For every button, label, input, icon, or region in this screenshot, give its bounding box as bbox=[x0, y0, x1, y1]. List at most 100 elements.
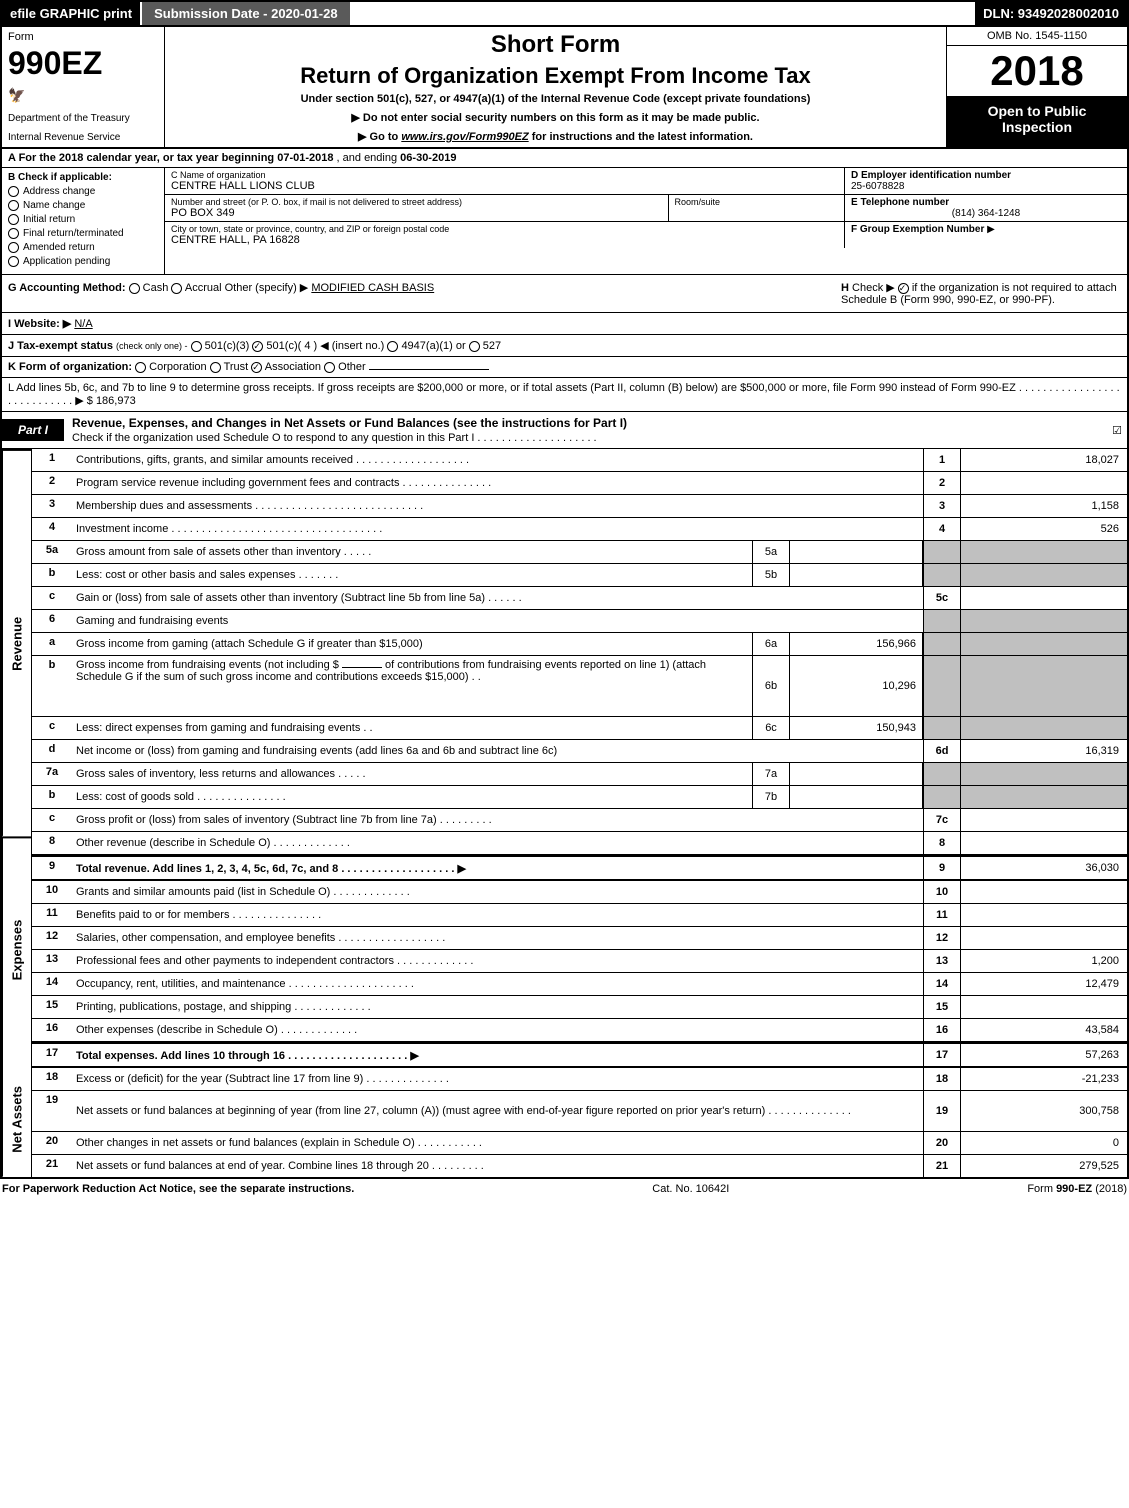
line-6b: b Gross income from fundraising events (… bbox=[32, 656, 1127, 717]
footer: For Paperwork Reduction Act Notice, see … bbox=[0, 1179, 1129, 1199]
line-6c-value: 150,943 bbox=[790, 717, 923, 739]
line-11: 11 Benefits paid to or for members . . .… bbox=[32, 904, 1127, 927]
part-1-checkbox[interactable]: ☑ bbox=[1107, 424, 1127, 437]
form-label: Form bbox=[8, 31, 158, 43]
line-4: 4 Investment income . . . . . . . . . . … bbox=[32, 518, 1127, 541]
chk-name-change[interactable]: Name change bbox=[8, 200, 158, 211]
tax-year: 2018 bbox=[947, 46, 1127, 97]
irs-label: Internal Revenue Service bbox=[8, 132, 158, 143]
chk-application-pending[interactable]: Application pending bbox=[8, 256, 158, 267]
line-7b: b Less: cost of goods sold . . . . . . .… bbox=[32, 786, 1127, 809]
g-label: G Accounting Method: bbox=[8, 282, 126, 294]
radio-corporation[interactable] bbox=[135, 362, 146, 373]
line-7a-value bbox=[790, 763, 923, 785]
phone-value: (814) 364-1248 bbox=[851, 208, 1121, 219]
other-org-input[interactable] bbox=[369, 369, 489, 370]
line-13-value: 1,200 bbox=[961, 950, 1127, 972]
line-6a: a Gross income from gaming (attach Sched… bbox=[32, 633, 1127, 656]
line-rows: 1 Contributions, gifts, grants, and simi… bbox=[32, 449, 1127, 1177]
radio-trust[interactable] bbox=[210, 362, 221, 373]
room-cell: Room/suite bbox=[669, 195, 846, 221]
org-name-value: CENTRE HALL LIONS CLUB bbox=[171, 180, 838, 192]
submission-date: Submission Date - 2020-01-28 bbox=[140, 2, 352, 25]
notice-ssn: Do not enter social security numbers on … bbox=[173, 111, 938, 124]
part-1-title: Revenue, Expenses, and Changes in Net As… bbox=[64, 412, 1107, 448]
radio-accrual[interactable] bbox=[171, 283, 182, 294]
radio-527[interactable] bbox=[469, 341, 480, 352]
line-21: 21 Net assets or fund balances at end of… bbox=[32, 1155, 1127, 1177]
line-15: 15 Printing, publications, postage, and … bbox=[32, 996, 1127, 1019]
short-form-title: Short Form bbox=[173, 31, 938, 59]
radio-4947[interactable] bbox=[387, 341, 398, 352]
checkbox-icon bbox=[8, 200, 19, 211]
ein-cell: D Employer identification number 25-6078… bbox=[845, 168, 1127, 194]
line-10-value bbox=[961, 881, 1127, 903]
chk-initial-return[interactable]: Initial return bbox=[8, 214, 158, 225]
radio-501c3[interactable] bbox=[191, 341, 202, 352]
line-6a-value: 156,966 bbox=[790, 633, 923, 655]
checkbox-icon bbox=[8, 256, 19, 267]
radio-501c[interactable] bbox=[252, 341, 263, 352]
org-name-cell: C Name of organization CENTRE HALL LIONS… bbox=[165, 168, 845, 194]
line-8: 8 Other revenue (describe in Schedule O)… bbox=[32, 832, 1127, 855]
chk-address-change[interactable]: Address change bbox=[8, 186, 158, 197]
line-5c: c Gain or (loss) from sale of assets oth… bbox=[32, 587, 1127, 610]
line-7c: c Gross profit or (loss) from sales of i… bbox=[32, 809, 1127, 832]
line-6c: c Less: direct expenses from gaming and … bbox=[32, 717, 1127, 740]
under-section: Under section 501(c), 527, or 4947(a)(1)… bbox=[173, 93, 938, 105]
line-16-value: 43,584 bbox=[961, 1019, 1127, 1041]
website-value: N/A bbox=[74, 318, 92, 330]
form-header: Form 990EZ 🦅 Department of the Treasury … bbox=[0, 27, 1129, 149]
return-title: Return of Organization Exempt From Incom… bbox=[173, 63, 938, 89]
header-right: OMB No. 1545-1150 2018 Open to Public In… bbox=[946, 27, 1127, 147]
header-left: Form 990EZ 🦅 Department of the Treasury … bbox=[2, 27, 165, 147]
main-table: Revenue Expenses Net Assets 1 Contributi… bbox=[0, 449, 1129, 1179]
line-10: 10 Grants and similar amounts paid (list… bbox=[32, 881, 1127, 904]
check-b-header: B Check if applicable: bbox=[8, 172, 158, 183]
j-label: J Tax-exempt status bbox=[8, 340, 113, 352]
ein-value: 25-6078828 bbox=[851, 181, 1121, 192]
radio-association[interactable] bbox=[251, 362, 262, 373]
line-5b-value bbox=[790, 564, 923, 586]
checkbox-icon bbox=[8, 228, 19, 239]
line-5c-value bbox=[961, 587, 1127, 609]
radio-cash[interactable] bbox=[129, 283, 140, 294]
catalog-number: Cat. No. 10642I bbox=[652, 1183, 729, 1195]
accounting-method: G Accounting Method: Cash Accrual Other … bbox=[8, 281, 841, 306]
line-17: 17 Total expenses. Add lines 10 through … bbox=[32, 1042, 1127, 1068]
group-exemption-cell: F Group Exemption Number ▶ bbox=[845, 222, 1127, 248]
room-label: Room/suite bbox=[675, 197, 839, 207]
radio-other-org[interactable] bbox=[324, 362, 335, 373]
omb-number: OMB No. 1545-1150 bbox=[947, 27, 1127, 46]
checkbox-icon bbox=[8, 186, 19, 197]
c-label: C Name of organization bbox=[171, 170, 838, 180]
line-4-value: 526 bbox=[961, 518, 1127, 540]
side-labels: Revenue Expenses Net Assets bbox=[2, 449, 32, 1177]
open-public-badge: Open to Public Inspection bbox=[947, 97, 1127, 147]
irs-url-link[interactable]: www.irs.gov/Form990EZ bbox=[401, 131, 528, 143]
check-column-b: B Check if applicable: Address change Na… bbox=[2, 168, 165, 274]
h-label: H bbox=[841, 282, 849, 294]
notice-suffix: for instructions and the latest informat… bbox=[532, 131, 753, 143]
line-6b-value: 10,296 bbox=[790, 656, 923, 716]
checkbox-icon bbox=[8, 214, 19, 225]
chk-final-return[interactable]: Final return/terminated bbox=[8, 228, 158, 239]
department-label: Department of the Treasury bbox=[8, 113, 158, 124]
k-label: K Form of organization: bbox=[8, 361, 132, 373]
l-text: L Add lines 5b, 6c, and 7b to line 9 to … bbox=[8, 382, 1120, 407]
line-15-value bbox=[961, 996, 1127, 1018]
line-19-value: 300,758 bbox=[961, 1091, 1127, 1131]
line-7b-value bbox=[790, 786, 923, 808]
efile-print-label[interactable]: efile GRAPHIC print bbox=[2, 2, 140, 25]
chk-amended-return[interactable]: Amended return bbox=[8, 242, 158, 253]
top-bar: efile GRAPHIC print Submission Date - 20… bbox=[0, 0, 1129, 27]
checkbox-schedule-b[interactable] bbox=[898, 283, 909, 294]
row-a-begin: 07-01-2018 bbox=[277, 152, 333, 164]
part-1-label: Part I bbox=[2, 419, 64, 441]
6b-contrib-input[interactable] bbox=[342, 667, 382, 668]
phone-cell: E Telephone number (814) 364-1248 bbox=[845, 195, 1127, 221]
d-label: D Employer identification number bbox=[851, 170, 1121, 181]
i-label: I Website: ▶ bbox=[8, 318, 71, 330]
row-j-tax-exempt: J Tax-exempt status (check only one) - 5… bbox=[0, 335, 1129, 357]
notice-irs-link: Go to www.irs.gov/Form990EZ for instruct… bbox=[173, 130, 938, 143]
